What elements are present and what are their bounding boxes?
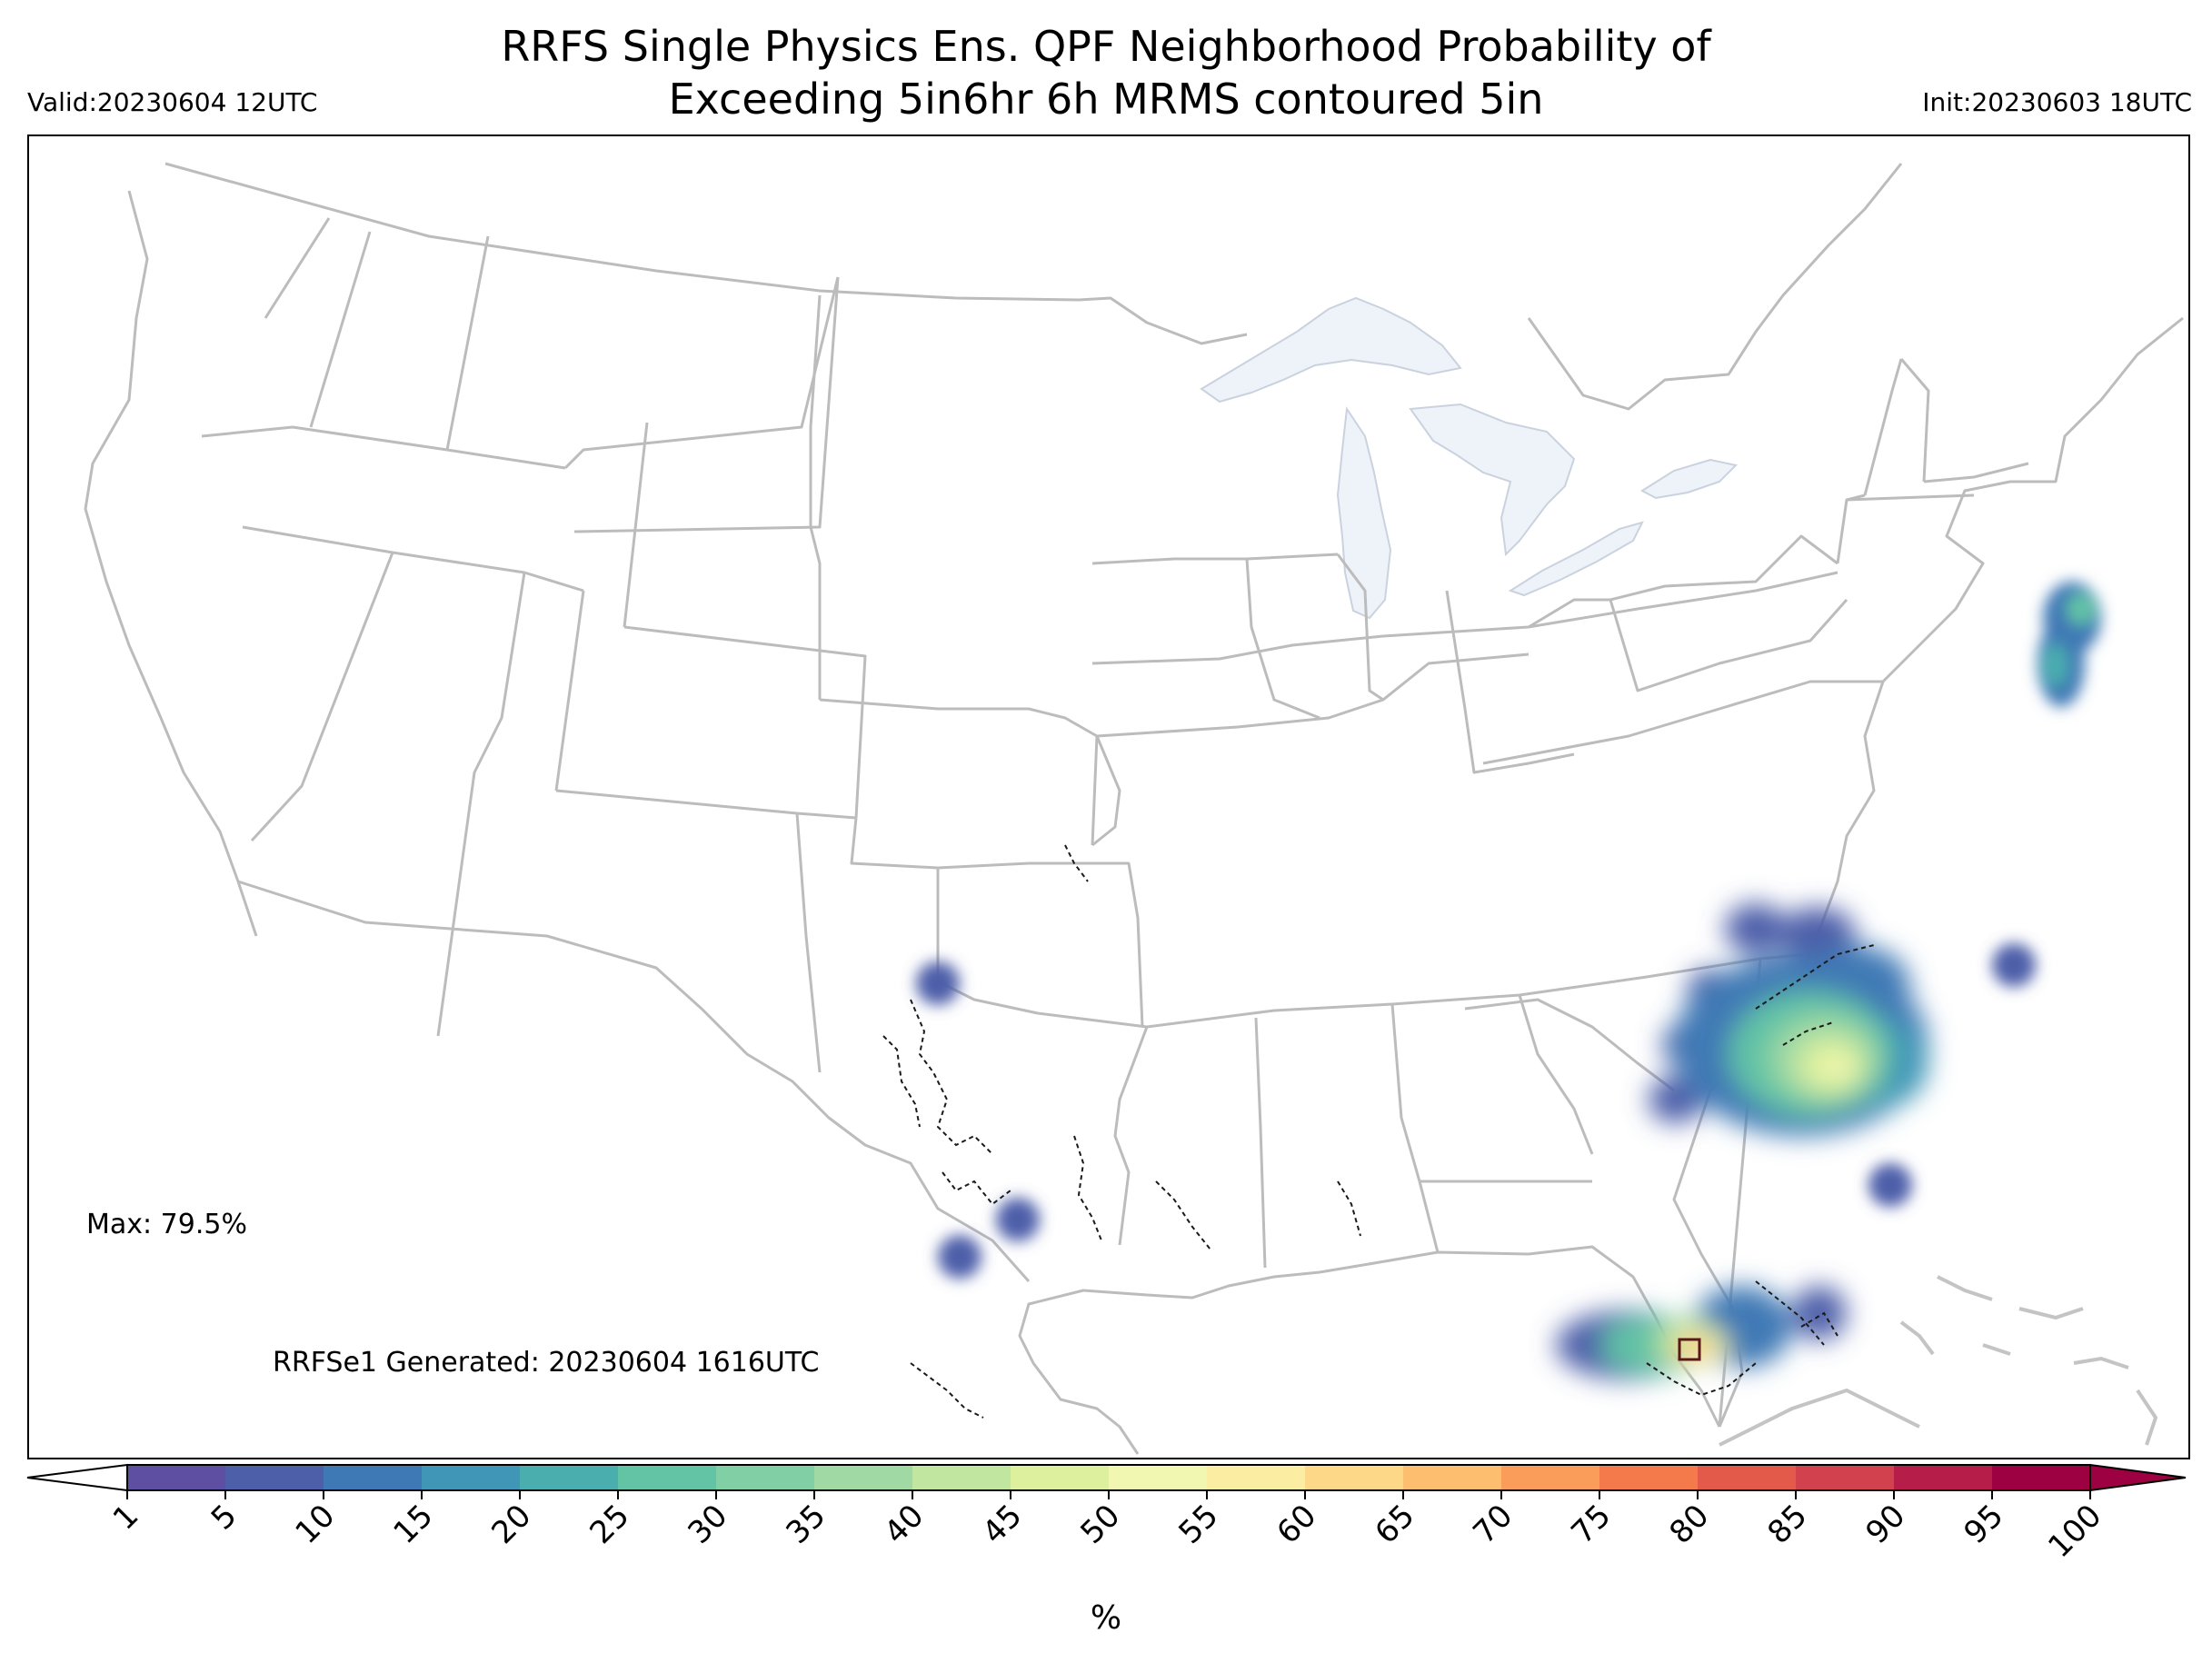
colorbar-segment: [1599, 1465, 1699, 1490]
colorbar-unit: %: [1090, 1599, 1122, 1637]
colorbar-segment: [814, 1465, 913, 1490]
colorbar-segment: [1992, 1465, 2091, 1490]
blob-texas-2: [938, 1235, 981, 1279]
colorbar-segment: [1698, 1465, 1797, 1490]
colorbar-tick-label: 45: [975, 1498, 1029, 1551]
colorbar-segment: [1207, 1465, 1306, 1490]
canada-border: [164, 162, 1248, 345]
title-line-1: RRFS Single Physics Ens. QPF Neighborhoo…: [501, 22, 1711, 71]
colorbar-segment: [1894, 1465, 1993, 1490]
colorbar-tick-label: 80: [1662, 1498, 1716, 1551]
colorbar-segment: [225, 1465, 324, 1490]
east-coast: [1672, 316, 2184, 1428]
colorbar-tick-label: 100: [2041, 1498, 2108, 1565]
colorbar-tick-label: 70: [1466, 1498, 1520, 1551]
colorbar-tick-label: 60: [1270, 1498, 1323, 1551]
probability-field: [916, 582, 2101, 1379]
colorbar-tick-label: 95: [1957, 1498, 2010, 1551]
colorbar-segment: [1403, 1465, 1502, 1490]
mrms-contours: [882, 844, 1875, 1419]
valid-time: Valid:20230604 12UTC: [27, 87, 318, 117]
colorbar-tick-label: 20: [484, 1498, 538, 1551]
colorbar-tick-label: 25: [583, 1498, 636, 1551]
great-lakes: [1200, 296, 1739, 620]
colorbar-segment: [1011, 1465, 1110, 1490]
colorbar-tick-label: 5: [204, 1498, 244, 1538]
max-location-marker: [1678, 1338, 1701, 1361]
colorbar-segment: [716, 1465, 815, 1490]
colorbar-segment: [422, 1465, 521, 1490]
colorbar: 1 5 10 15 20 25 30 35 40 45 50 55 60 65 70 75 80 85 90 95 10…: [0, 1454, 2212, 1603]
colorbar-under-arrow: [26, 1463, 128, 1492]
colorbar-segment: [520, 1465, 619, 1490]
islands: [1719, 1275, 2158, 1447]
colorbar-tick-label: 75: [1564, 1498, 1618, 1551]
blob-south-florida: [1556, 1286, 1847, 1379]
west-coast: [84, 190, 258, 937]
colorbar-segment: [1501, 1465, 1600, 1490]
max-value-label: Max: 79.5%: [86, 1209, 247, 1240]
blob-texas-1: [996, 1198, 1040, 1241]
map-panel: [27, 134, 2190, 1459]
colorbar-tick-label: 65: [1368, 1498, 1421, 1551]
lake-ontario: [1640, 458, 1739, 500]
colorbar-over-arrow: [2089, 1463, 2187, 1492]
gulf-coast: [1018, 1245, 1721, 1455]
colorbar-tick-label: 50: [1073, 1498, 1127, 1551]
mexico-border: [237, 880, 1031, 1282]
colorbar-tick-label: 15: [386, 1498, 440, 1551]
colorbar-segment: [324, 1465, 423, 1490]
colorbar-segment: [127, 1465, 226, 1490]
lake-huron: [1409, 403, 1576, 557]
blob-atlantic-south: [1868, 1163, 1912, 1207]
blob-carolina-offshore: [1649, 903, 1928, 1136]
colorbar-tick-label: 40: [877, 1498, 931, 1551]
map-title: RRFS Single Physics Ens. QPF Neighborhoo…: [0, 20, 2212, 125]
map-canvas: [84, 162, 2184, 1455]
colorbar-segment: [912, 1465, 1011, 1490]
lake-superior: [1200, 296, 1462, 403]
colorbar-tick-label: 90: [1858, 1498, 1912, 1551]
colorbar-tick-label: 55: [1171, 1498, 1225, 1551]
lake-michigan: [1336, 406, 1392, 620]
boundaries: [84, 162, 2184, 1455]
init-time: Init:20230603 18UTC: [1922, 87, 2192, 117]
blob-atlantic-small: [1992, 943, 2036, 987]
lake-erie: [1508, 521, 1644, 597]
blob-north-atlantic: [2038, 582, 2101, 707]
colorbar-segment: [1109, 1465, 1208, 1490]
title-line-2: Exceeding 5in6hr 6h MRMS contoured 5in: [668, 75, 1544, 124]
colorbar-segment: [618, 1465, 717, 1490]
canada-border-east: [1527, 163, 1903, 411]
colorbar-tick-label: 35: [779, 1498, 832, 1551]
colorbar-tick-label: 30: [681, 1498, 734, 1551]
colorbar-segment: [1796, 1465, 1895, 1490]
colorbar-tick-label: 10: [288, 1498, 342, 1551]
colorbar-tick-label: 85: [1760, 1498, 1814, 1551]
colorbar-segment: [1305, 1465, 1404, 1490]
generated-label: RRFSe1 Generated: 20230604 1616UTC: [273, 1347, 820, 1379]
blob-oklahoma: [916, 961, 960, 1005]
colorbar-tick-label: 1: [106, 1498, 146, 1538]
colorbar-svg: 1 5 10 15 20 25 30 35 40 45 50 55 60 65 70 75 80 85 90 95 10…: [26, 1463, 2187, 1565]
